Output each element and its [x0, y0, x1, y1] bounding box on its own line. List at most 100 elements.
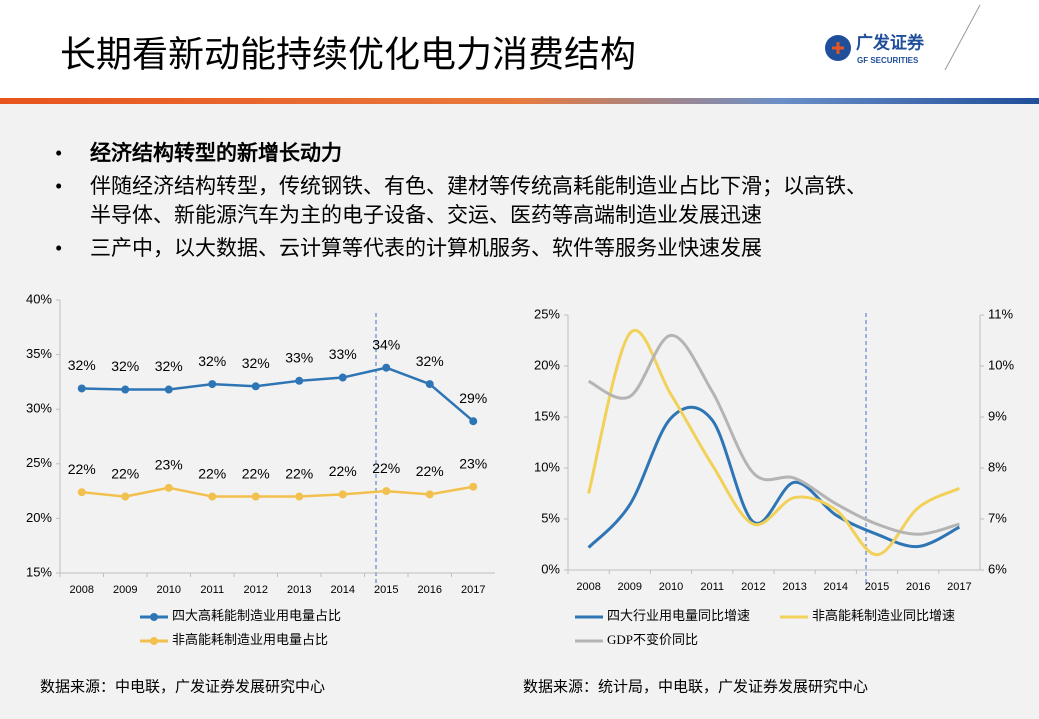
bullet-dot: •: [55, 174, 62, 198]
value-label: 23%: [459, 455, 487, 471]
point: [121, 492, 130, 501]
value-label: 22%: [416, 463, 444, 479]
bullets: • 经济结构转型的新增长动力 • 伴随经济结构转型，传统钢铁、有色、建材等传统高…: [55, 141, 867, 260]
point: [251, 382, 260, 391]
point: [208, 492, 217, 501]
y-tick-label: 0%: [541, 561, 560, 576]
legend-label: GDP不变价同比: [607, 632, 698, 647]
logo-text: 广发证券: [856, 32, 925, 52]
bullet-text: 经济结构转型的新增长动力: [90, 141, 342, 165]
point: [338, 373, 347, 382]
value-label: 32%: [155, 358, 183, 374]
y-tick-label: 5%: [541, 510, 560, 525]
source-note: 数据来源：中电联，广发证券发展研究中心: [40, 678, 325, 695]
slide-title: 长期看新动能持续优化电力消费结构: [60, 34, 636, 75]
value-label: 22%: [285, 465, 313, 481]
value-label: 22%: [198, 465, 226, 481]
bullet-text: 伴随经济结构转型，传统钢铁、有色、建材等传统高耗能制造业占比下滑；以高铁、: [90, 174, 867, 198]
x-tick-label: 2008: [70, 584, 94, 596]
value-label: 33%: [329, 346, 357, 362]
bullet-dot: •: [55, 236, 62, 260]
x-tick-label: 2015: [865, 581, 889, 593]
point: [77, 488, 86, 497]
x-tick-label: 2016: [906, 581, 930, 593]
x-tick-label: 2011: [700, 581, 724, 593]
header-band: [0, 0, 1039, 98]
value-label: 23%: [155, 457, 183, 473]
value-label: 32%: [242, 355, 270, 371]
y-tick-label: 25%: [26, 455, 52, 470]
y2-tick-label: 8%: [988, 459, 1007, 474]
point: [425, 490, 434, 499]
y-tick-label: 20%: [26, 510, 52, 525]
series-line: [81, 366, 475, 423]
value-label: 29%: [459, 390, 487, 406]
value-label: 32%: [68, 357, 96, 373]
x-tick-label: 2014: [824, 581, 848, 593]
series-line: [587, 405, 961, 549]
point: [382, 487, 391, 496]
legend-label: 四大高耗能制造业用电量占比: [172, 608, 341, 623]
value-label: 33%: [285, 350, 313, 366]
x-tick-label: 2012: [741, 581, 765, 593]
y-tick-label: 35%: [26, 346, 52, 361]
value-label: 22%: [242, 465, 270, 481]
x-tick-label: 2014: [331, 584, 355, 596]
x-tick-label: 2017: [947, 581, 971, 593]
y-tick-label: 20%: [534, 357, 560, 372]
legend-label: 非高能耗制造业用电量占比: [172, 632, 328, 647]
value-label: 22%: [372, 460, 400, 476]
y-tick-label: 25%: [534, 306, 560, 321]
x-tick-label: 2013: [782, 581, 806, 593]
value-label: 22%: [68, 461, 96, 477]
value-label: 32%: [198, 353, 226, 369]
x-tick-label: 2016: [418, 584, 442, 596]
x-tick-label: 2017: [461, 584, 485, 596]
y2-tick-label: 7%: [988, 510, 1007, 525]
header-stripe: [0, 98, 1039, 104]
x-tick-label: 2008: [576, 581, 600, 593]
point: [469, 417, 478, 426]
point: [295, 492, 304, 501]
y-tick-label: 10%: [534, 459, 560, 474]
bullet-dot: •: [55, 141, 62, 165]
y-tick-label: 15%: [534, 408, 560, 423]
logo-text-en: GF SECURITIES: [857, 56, 919, 65]
y2-tick-label: 11%: [988, 306, 1013, 321]
series-line: [81, 485, 474, 498]
bullet-text: 半导体、新能源汽车为主的电子设备、交运、医药等高端制造业发展迅速: [90, 203, 762, 227]
point: [164, 385, 173, 394]
point: [164, 483, 173, 492]
legend-label: 非高能耗制造业同比增速: [812, 608, 955, 623]
y-tick-label: 15%: [26, 564, 52, 579]
point: [295, 376, 304, 385]
value-label: 22%: [329, 463, 357, 479]
y2-tick-label: 6%: [988, 561, 1007, 576]
series-line: [587, 329, 961, 557]
point: [338, 490, 347, 499]
logo: 广发证券 GF SECURITIES: [825, 4, 981, 71]
point: [251, 492, 260, 501]
logo-icon-mark: [832, 42, 844, 54]
x-tick-label: 2010: [659, 581, 683, 593]
x-tick-label: 2011: [200, 584, 224, 596]
logo-slash: [944, 4, 981, 71]
bullet-text: 三产中，以大数据、云计算等代表的计算机服务、软件等服务业快速发展: [90, 236, 762, 260]
legend-marker: [150, 637, 158, 645]
point: [121, 385, 130, 394]
x-tick-label: 2010: [157, 584, 181, 596]
x-tick-label: 2013: [287, 584, 311, 596]
point: [382, 363, 391, 372]
y-tick-label: 30%: [26, 401, 52, 416]
x-tick-label: 2012: [244, 584, 268, 596]
value-label: 32%: [416, 353, 444, 369]
x-tick-label: 2009: [618, 581, 642, 593]
point: [77, 384, 86, 393]
legend-marker: [150, 613, 158, 621]
point: [425, 380, 434, 389]
source-note: 数据来源：统计局，中电联，广发证券发展研究中心: [523, 678, 868, 695]
point: [469, 482, 478, 491]
